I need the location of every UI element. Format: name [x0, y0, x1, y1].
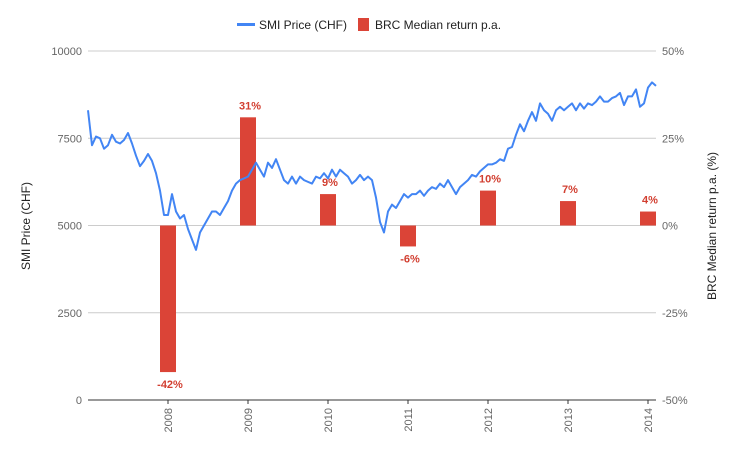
bar-data-label: 4%: [642, 195, 658, 207]
legend-bar-label: BRC Median return p.a.: [375, 18, 501, 32]
bar: [640, 211, 656, 226]
left-tick-label: 0: [76, 395, 82, 407]
legend-line-label: SMI Price (CHF): [259, 18, 347, 32]
bar: [320, 194, 336, 226]
bar-labels: -42% 31% 9% -6% 10% 7% 4%: [157, 100, 658, 391]
x-tick-label: 2009: [243, 408, 255, 432]
bar-data-label: 7%: [562, 184, 578, 196]
bar-data-label: 10%: [479, 174, 501, 186]
bar: [400, 225, 416, 247]
left-axis-ticks: 0 2500 5000 7500 10000: [51, 46, 82, 407]
bar: [480, 190, 496, 226]
smi-price-line: [87, 81, 657, 251]
bar-data-label: 31%: [239, 100, 261, 112]
bar-series: [160, 117, 656, 373]
legend-line-swatch: [237, 23, 255, 26]
left-axis-title: SMI Price (CHF): [19, 182, 33, 270]
x-tick-label: 2008: [163, 408, 175, 432]
right-tick-label: -25%: [662, 308, 688, 320]
x-tick-label: 2012: [483, 408, 495, 432]
right-axis-ticks: -50% -25% 0% 25% 50%: [662, 46, 688, 407]
left-tick-label: 2500: [58, 308, 82, 320]
left-tick-label: 5000: [58, 221, 82, 233]
x-axis-ticks: 2008 2009 2010 2011 2012 2013 2014: [163, 400, 655, 432]
x-tick-label: 2010: [323, 408, 335, 432]
right-axis-title: BRC Median return p.a. (%): [705, 152, 719, 300]
legend[interactable]: SMI Price (CHF) BRC Median return p.a.: [237, 18, 501, 32]
bar-data-label: -42%: [157, 379, 183, 391]
legend-bar-swatch: [358, 18, 369, 31]
x-tick-label: 2014: [643, 408, 655, 432]
bar-data-label: 9%: [322, 177, 338, 189]
bar-data-label: -6%: [400, 253, 420, 265]
bar: [240, 117, 256, 226]
right-tick-label: 50%: [662, 46, 684, 58]
x-tick-label: 2013: [563, 408, 575, 432]
bar: [560, 201, 576, 226]
x-tick-label: 2011: [403, 408, 415, 432]
left-tick-label: 7500: [58, 133, 82, 145]
right-tick-label: 0%: [662, 221, 678, 233]
left-tick-label: 10000: [51, 46, 82, 58]
right-tick-label: -50%: [662, 395, 688, 407]
right-tick-label: 25%: [662, 133, 684, 145]
bar: [160, 225, 176, 373]
